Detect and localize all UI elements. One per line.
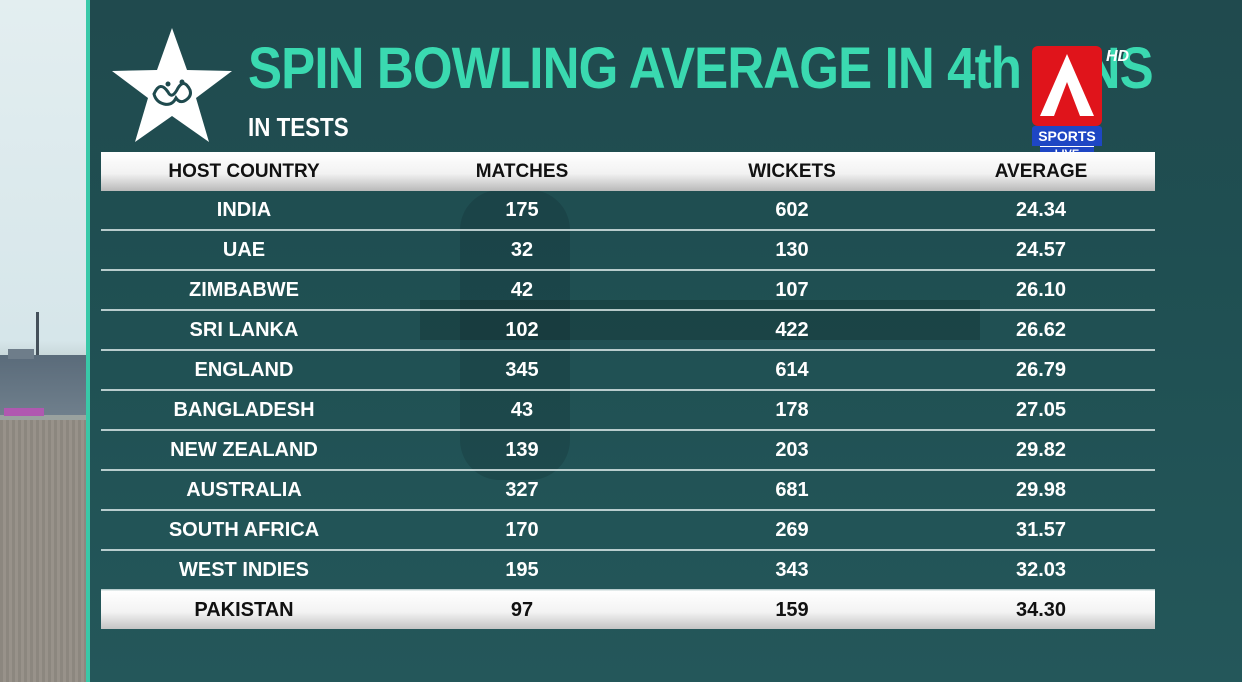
page-title: SPIN BOWLING AVERAGE IN 4th INNS xyxy=(248,36,1154,101)
cell-matches: 175 xyxy=(387,191,657,231)
cell-average: 29.82 xyxy=(927,430,1155,471)
cell-wickets: 178 xyxy=(657,390,927,431)
cell-wickets: 269 xyxy=(657,510,927,551)
cell-matches: 42 xyxy=(387,270,657,311)
cell-host-country: AUSTRALIA xyxy=(101,470,387,511)
table-row: UAE 32 130 24.57 xyxy=(101,230,1155,271)
cell-host-country: WEST INDIES xyxy=(101,550,387,591)
cell-matches: 139 xyxy=(387,430,657,471)
cell-matches: 43 xyxy=(387,390,657,431)
cell-average: 26.79 xyxy=(927,350,1155,391)
cell-wickets: 422 xyxy=(657,310,927,351)
table-row: AUSTRALIA 327 681 29.98 xyxy=(101,470,1155,511)
sports-label: SPORTS xyxy=(1032,126,1102,146)
cell-host-country: BANGLADESH xyxy=(101,390,387,431)
column-header-wickets: WICKETS xyxy=(657,152,927,191)
hd-label: HD xyxy=(1106,48,1130,65)
table-header-row: HOST COUNTRY MATCHES WICKETS AVERAGE xyxy=(101,152,1155,191)
cell-matches: 102 xyxy=(387,310,657,351)
star-crest-icon xyxy=(112,28,232,142)
cell-average: 27.05 xyxy=(927,390,1155,431)
column-header-host-country: HOST COUNTRY xyxy=(101,152,387,191)
floodlight-mast xyxy=(36,312,39,362)
table-row: SRI LANKA 102 422 26.62 xyxy=(101,310,1155,351)
cell-average: 34.30 xyxy=(927,590,1155,629)
page-subtitle: IN TESTS xyxy=(248,112,349,142)
channel-logo: HD SPORTS LIVE xyxy=(1030,44,1130,162)
cell-host-country: INDIA xyxy=(101,191,387,231)
table-row: SOUTH AFRICA 170 269 31.57 xyxy=(101,510,1155,551)
cell-wickets: 614 xyxy=(657,350,927,391)
table-row: ENGLAND 345 614 26.79 xyxy=(101,350,1155,391)
cell-average: 31.57 xyxy=(927,510,1155,551)
cell-host-country: NEW ZEALAND xyxy=(101,430,387,471)
cell-host-country: UAE xyxy=(101,230,387,271)
cell-matches: 97 xyxy=(387,590,657,629)
cell-average: 24.34 xyxy=(927,191,1155,231)
cell-wickets: 602 xyxy=(657,191,927,231)
cell-matches: 345 xyxy=(387,350,657,391)
table-row: PAKISTAN 97 159 34.30 xyxy=(101,590,1155,629)
cell-matches: 195 xyxy=(387,550,657,591)
table-row: BANGLADESH 43 178 27.05 xyxy=(101,390,1155,431)
cell-average: 32.03 xyxy=(927,550,1155,591)
cell-matches: 327 xyxy=(387,470,657,511)
cell-wickets: 159 xyxy=(657,590,927,629)
accent-edge xyxy=(86,0,90,682)
table-row: ZIMBABWE 42 107 26.10 xyxy=(101,270,1155,311)
stats-table: HOST COUNTRY MATCHES WICKETS AVERAGE IND… xyxy=(101,152,1155,629)
cell-host-country: SOUTH AFRICA xyxy=(101,510,387,551)
cell-wickets: 343 xyxy=(657,550,927,591)
advert-board xyxy=(4,408,44,416)
stadium-stand xyxy=(0,349,88,415)
cell-host-country: SRI LANKA xyxy=(101,310,387,351)
cell-wickets: 203 xyxy=(657,430,927,471)
cell-wickets: 130 xyxy=(657,230,927,271)
pitch-ground xyxy=(0,420,88,682)
stadium-background xyxy=(0,0,88,682)
cell-average: 26.62 xyxy=(927,310,1155,351)
table-row: NEW ZEALAND 139 203 29.82 xyxy=(101,430,1155,471)
column-header-matches: MATCHES xyxy=(387,152,657,191)
cell-host-country: PAKISTAN xyxy=(101,590,387,629)
cell-matches: 170 xyxy=(387,510,657,551)
cell-average: 24.57 xyxy=(927,230,1155,271)
table-row: INDIA 175 602 24.34 xyxy=(101,191,1155,231)
cell-wickets: 681 xyxy=(657,470,927,511)
cell-average: 26.10 xyxy=(927,270,1155,311)
cell-host-country: ZIMBABWE xyxy=(101,270,387,311)
channel-a-icon xyxy=(1032,46,1102,126)
table-row: WEST INDIES 195 343 32.03 xyxy=(101,550,1155,591)
cell-host-country: ENGLAND xyxy=(101,350,387,391)
cell-wickets: 107 xyxy=(657,270,927,311)
cell-average: 29.98 xyxy=(927,470,1155,511)
cell-matches: 32 xyxy=(387,230,657,271)
column-header-average: AVERAGE xyxy=(927,152,1155,191)
